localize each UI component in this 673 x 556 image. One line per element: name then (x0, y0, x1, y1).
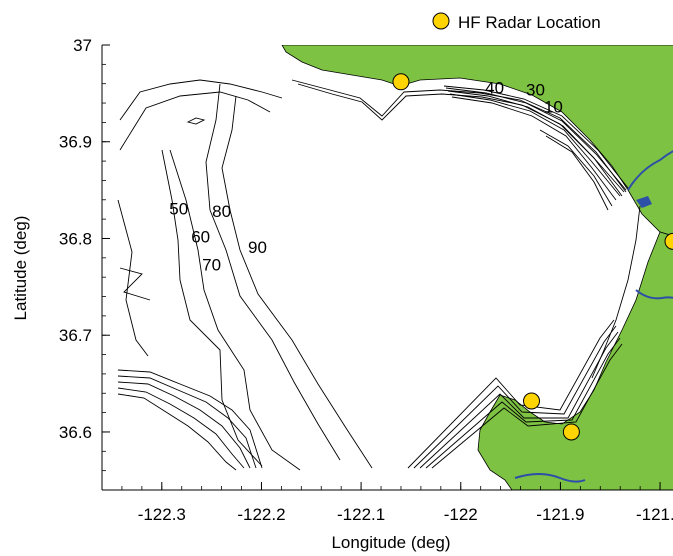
contour-label: 70 (202, 255, 221, 274)
river-east (635, 289, 673, 300)
legend-radar-marker (432, 12, 450, 30)
y-tick-label: 36.6 (59, 423, 92, 442)
legend-label: HF Radar Location (458, 13, 601, 32)
contour-label: 60 (191, 227, 210, 246)
y-tick-label: 36.7 (59, 326, 92, 345)
river-lagoon (636, 196, 652, 208)
river-south (514, 473, 586, 483)
contour-label: 10 (544, 98, 563, 117)
radar-sites (392, 73, 673, 441)
x-axis-label: Longitude (deg) (331, 533, 450, 552)
x-tick-label: -121.9 (536, 505, 584, 524)
axes: -122.3 -122.2 -122.1 -122 -121.9 -121.8 37 36.… (11, 36, 673, 552)
contour-label: 40 (485, 78, 504, 97)
land-east-coast (477, 231, 673, 490)
y-tick-label: 36.9 (59, 133, 92, 152)
contour-label: 80 (212, 202, 231, 221)
y-tick-label: 37 (73, 36, 92, 55)
radar-site-marker (392, 73, 410, 91)
y-tick-label: 36.8 (59, 229, 92, 248)
x-tick-label: -122.3 (138, 505, 186, 524)
land-north-coast (281, 45, 673, 237)
y-axis-minor-ticks (102, 44, 106, 491)
contour-label: 50 (169, 199, 188, 218)
contour-label: 30 (526, 80, 545, 99)
x-tick-label: -122.2 (237, 505, 285, 524)
x-axis-minor-ticks (101, 486, 661, 490)
contour-lines (117, 79, 641, 471)
x-tick-label: -121.8 (636, 505, 673, 524)
river-north (627, 150, 673, 191)
legend: HF Radar Location (432, 12, 601, 32)
y-axis-label: Latitude (deg) (11, 216, 30, 321)
contour-label: 90 (248, 238, 267, 257)
radar-site-marker (664, 232, 673, 250)
radar-site-marker (562, 423, 580, 441)
radar-site-marker (523, 392, 541, 410)
x-tick-label: -122 (444, 505, 478, 524)
x-tick-label: -122.1 (337, 505, 385, 524)
